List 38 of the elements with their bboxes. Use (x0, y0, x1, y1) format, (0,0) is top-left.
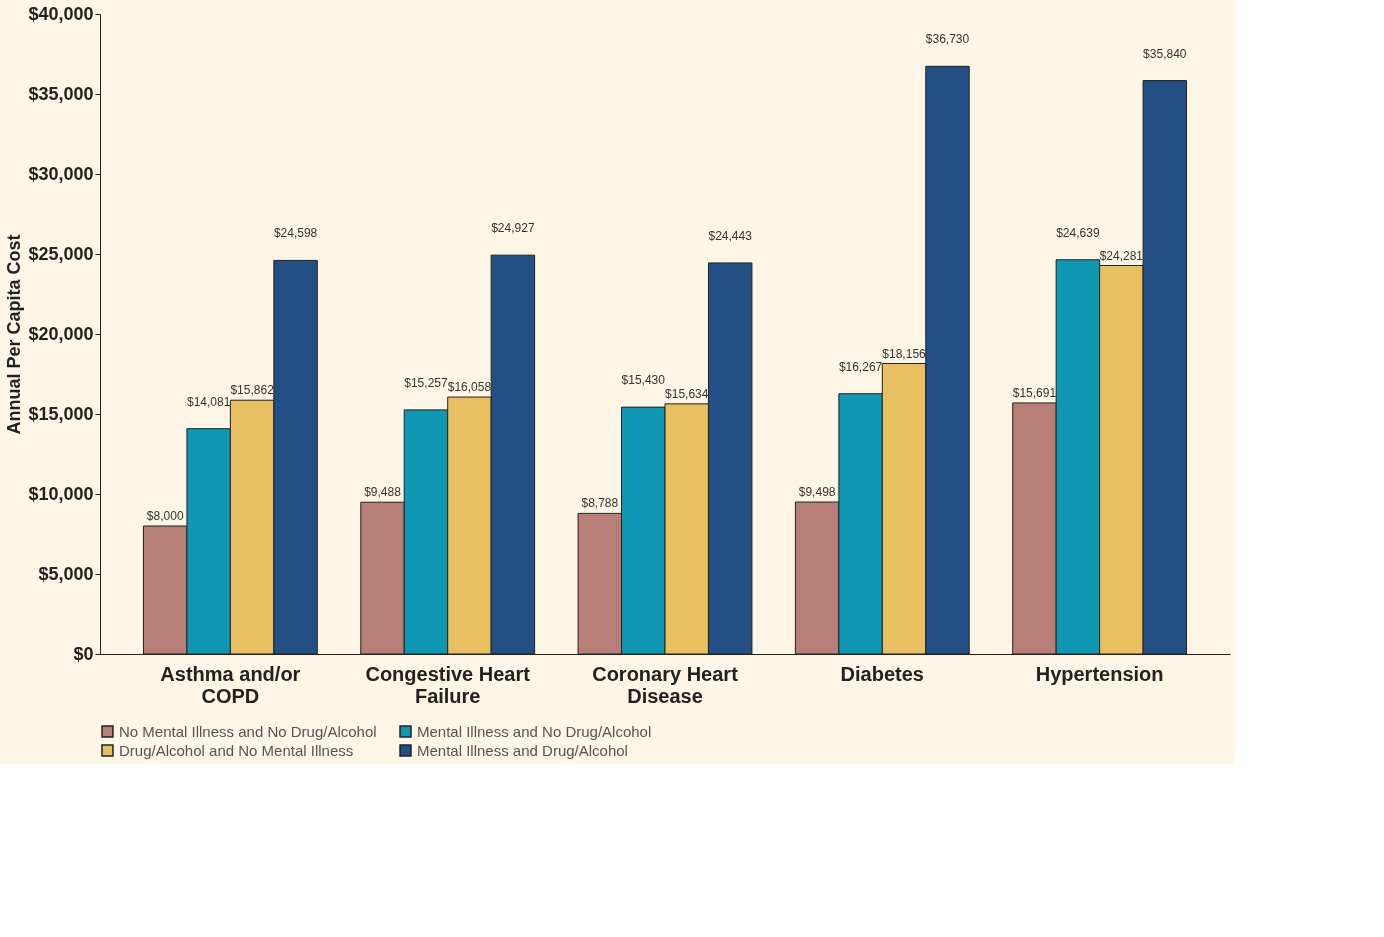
y-tick-label: $5,000 (38, 563, 94, 584)
y-tick-label: $20,000 (28, 323, 94, 344)
y-tick-label: $10,000 (28, 483, 94, 504)
data-label: $8,788 (581, 496, 619, 511)
data-label: $24,927 (491, 221, 535, 236)
legend-label: Drug/Alcohol and No Mental Illness (119, 741, 354, 759)
y-tick-label: $0 (73, 643, 94, 664)
legend-label: Mental Illness and Drug/Alcohol (417, 741, 628, 759)
legend-label: No Mental Illness and No Drug/Alcohol (119, 722, 377, 740)
data-label: $35,840 (1143, 46, 1187, 61)
y-axis-title: Annual Per Capita Cost (4, 234, 25, 435)
y-tick-label: $40,000 (28, 3, 94, 24)
data-label: $9,498 (798, 485, 836, 500)
data-label: $24,281 (1099, 248, 1144, 263)
data-label: $9,488 (364, 485, 402, 500)
data-label: $16,267 (838, 359, 883, 374)
data-label: $16,058 (447, 380, 492, 395)
x-tick-label: Asthma and/or COPD (160, 662, 301, 707)
y-tick-label: $35,000 (28, 83, 94, 104)
data-label: $15,430 (621, 373, 666, 388)
data-label: $24,639 (1056, 225, 1100, 240)
x-tick-label: Diabetes (840, 662, 924, 685)
y-tick-label: $15,000 (28, 403, 94, 424)
data-label: $14,081 (186, 394, 231, 409)
data-label: $15,691 (1012, 385, 1057, 400)
x-tick-label: Coronary Heart Disease (592, 662, 739, 707)
legend-label: Mental Illness and No Drug/Alcohol (417, 722, 652, 740)
x-tick-label: Hypertension (1035, 662, 1164, 685)
data-label: $15,257 (404, 375, 448, 390)
y-tick-label: $25,000 (28, 243, 94, 264)
data-label: $18,156 (882, 346, 927, 361)
data-label: $36,730 (925, 32, 970, 47)
y-tick-label: $30,000 (28, 163, 94, 184)
x-tick-label: Congestive Heart Failure (365, 662, 531, 707)
data-label: $15,634 (665, 386, 709, 401)
data-label: $24,598 (273, 226, 318, 241)
data-label: $8,000 (146, 509, 184, 523)
data-label: $24,443 (708, 228, 753, 243)
